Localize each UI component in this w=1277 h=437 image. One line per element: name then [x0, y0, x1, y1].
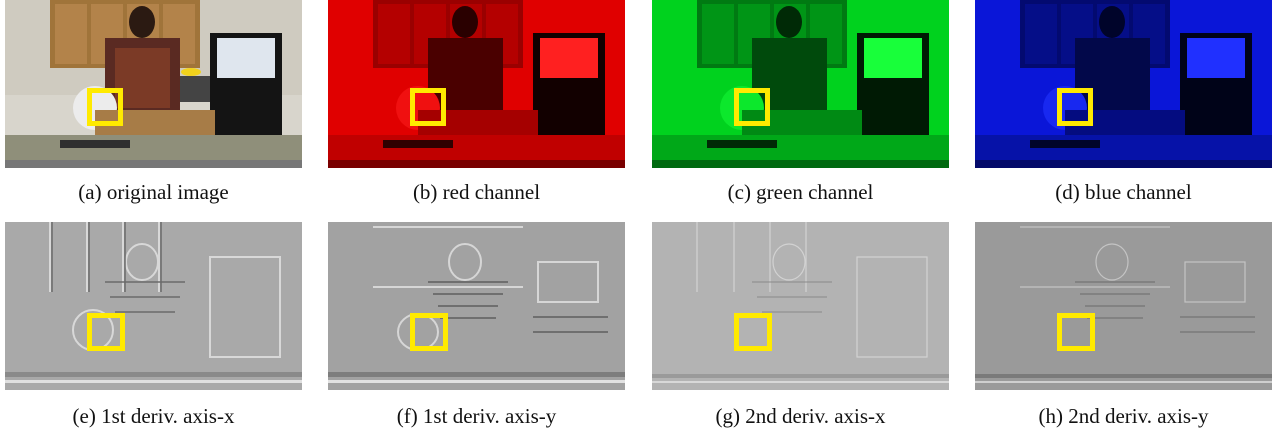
- caption-d: (d) blue channel: [1055, 180, 1192, 204]
- panel-b: (b) red channel: [328, 0, 625, 215]
- highlight-box: [410, 313, 448, 351]
- caption-b: (b) red channel: [412, 180, 541, 204]
- caption-h: (h) 2nd deriv. axis-y: [1038, 404, 1209, 428]
- caption-a: (a) original image: [78, 180, 229, 204]
- red-channel-image: [328, 0, 625, 168]
- caption-e: (e) 1st deriv. axis-x: [72, 404, 235, 428]
- panel-e: (e) 1st deriv. axis-x: [5, 222, 302, 437]
- highlight-box: [410, 88, 446, 126]
- highlight-box: [1057, 313, 1095, 351]
- original-image: [5, 0, 302, 168]
- panel-h: (h) 2nd deriv. axis-y: [975, 222, 1272, 437]
- highlight-box: [87, 88, 123, 126]
- deriv-2nd-y-image: [975, 222, 1272, 390]
- deriv-1st-y-image: [328, 222, 625, 390]
- deriv-2nd-x-image: [652, 222, 949, 390]
- highlight-box: [734, 88, 770, 126]
- caption-g: (g) 2nd deriv. axis-x: [715, 404, 886, 428]
- highlight-box: [87, 313, 125, 351]
- green-channel-image: [652, 0, 949, 168]
- panel-g: (g) 2nd deriv. axis-x: [652, 222, 949, 437]
- panel-f: (f) 1st deriv. axis-y: [328, 222, 625, 437]
- panel-a: (a) original image: [5, 0, 302, 215]
- highlight-box: [734, 313, 772, 351]
- panel-c: (c) green channel: [652, 0, 949, 215]
- blue-channel-image: [975, 0, 1272, 168]
- caption-f: (f) 1st deriv. axis-y: [396, 404, 557, 428]
- highlight-box: [1057, 88, 1093, 126]
- caption-c: (c) green channel: [727, 180, 874, 204]
- panel-d: (d) blue channel: [975, 0, 1272, 215]
- deriv-1st-x-image: [5, 222, 302, 390]
